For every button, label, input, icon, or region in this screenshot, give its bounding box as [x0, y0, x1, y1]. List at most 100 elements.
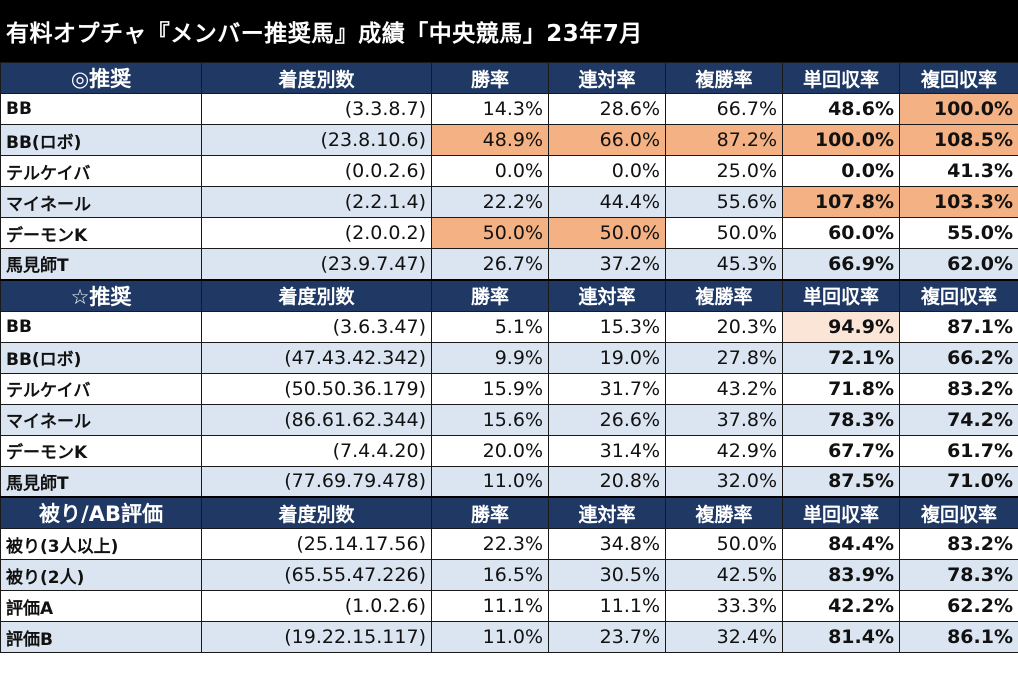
column-header: 着度別数: [201, 496, 432, 529]
table-cell-win-ret: 81.4%: [782, 621, 900, 653]
table-cell-win-ret: 60.0%: [782, 217, 900, 249]
table-cell-place: 50.0%: [665, 528, 783, 560]
table-cell-quin: 23.7%: [548, 621, 666, 653]
table-cell-win-ret: 72.1%: [782, 341, 900, 374]
table-cell-place: 27.8%: [665, 341, 783, 374]
column-header: 単回収率: [782, 278, 900, 312]
table-cell-place-ret: 41.3%: [899, 155, 1018, 187]
table-row: 被り(3人以上) (25.14.17.56) 22.3% 34.8% 50.0% 84.4…: [0, 528, 1018, 560]
section-header-row: ◎推奨 着度別数 勝率 連対率 複勝率 単回収率 複回収率: [0, 62, 1018, 94]
table-cell-place-ret: 83.2%: [899, 372, 1018, 405]
table-cell-win-ret: 66.9%: [782, 248, 900, 280]
table-cell-place-ret: 86.1%: [899, 621, 1018, 653]
column-header: 単回収率: [782, 62, 900, 94]
table-cell-place-ret: 87.1%: [899, 310, 1018, 343]
table-row: 被り(2人) (65.55.47.226) 16.5% 30.5% 42.5% 83.9%…: [0, 559, 1018, 591]
table-cell-quin: 15.3%: [548, 310, 666, 343]
table-cell-quin: 28.6%: [548, 93, 666, 125]
column-header: 着度別数: [201, 278, 432, 312]
table-cell-place-ret: 74.2%: [899, 403, 1018, 436]
row-label: 評価A: [0, 590, 202, 622]
column-header: 勝率: [431, 278, 549, 312]
table-cell-record: (77.69.79.478): [201, 465, 432, 498]
column-header: 複勝率: [665, 62, 783, 94]
table-cell-place-ret: 103.3%: [899, 186, 1018, 218]
table-cell-record: (3.6.3.47): [201, 310, 432, 343]
table-row: テルケイバ (50.50.36.179) 15.9% 31.7% 43.2% 71.8% 8…: [0, 372, 1018, 405]
section-label: ☆推奨: [0, 278, 202, 312]
table-cell-win: 48.9%: [431, 124, 549, 156]
row-label: デーモンK: [0, 217, 202, 249]
table-cell-quin: 31.4%: [548, 434, 666, 467]
table-cell-place-ret: 62.2%: [899, 590, 1018, 622]
table-cell-win-ret: 100.0%: [782, 124, 900, 156]
table-row: 馬見師T (77.69.79.478) 11.0% 20.8% 32.0% 87.5% 71…: [0, 465, 1018, 498]
table-cell-record: (3.3.8.7): [201, 93, 432, 125]
table-cell-place-ret: 55.0%: [899, 217, 1018, 249]
page-title: 有料オプチャ『メンバー推奨馬』成績「中央競馬」23年7月: [0, 0, 1018, 62]
table-cell-record: (23.8.10.6): [201, 124, 432, 156]
row-label: マイネール: [0, 186, 202, 218]
column-header: 連対率: [548, 62, 666, 94]
table-cell-place: 25.0%: [665, 155, 783, 187]
column-header: 連対率: [548, 278, 666, 312]
table-cell-win: 14.3%: [431, 93, 549, 125]
table-cell-win: 15.9%: [431, 372, 549, 405]
table-cell-win-ret: 78.3%: [782, 403, 900, 436]
table-row: テルケイバ (0.0.2.6) 0.0% 0.0% 25.0% 0.0% 41.3%: [0, 155, 1018, 187]
row-label: デーモンK: [0, 434, 202, 467]
table-row: デーモンK (7.4.4.20) 20.0% 31.4% 42.9% 67.7% 61.7%: [0, 434, 1018, 467]
column-header: 複回収率: [899, 278, 1018, 312]
table-cell-win: 11.0%: [431, 465, 549, 498]
table-cell-place-ret: 78.3%: [899, 559, 1018, 591]
table-cell-record: (47.43.42.342): [201, 341, 432, 374]
table-cell-place: 32.0%: [665, 465, 783, 498]
table-row: BB (3.6.3.47) 5.1% 15.3% 20.3% 94.9% 87.1%: [0, 310, 1018, 343]
table-cell-quin: 37.2%: [548, 248, 666, 280]
table-cell-win: 0.0%: [431, 155, 549, 187]
table-cell-win-ret: 42.2%: [782, 590, 900, 622]
table-cell-record: (7.4.4.20): [201, 434, 432, 467]
table-cell-quin: 30.5%: [548, 559, 666, 591]
table-cell-record: (2.2.1.4): [201, 186, 432, 218]
row-label: 馬見師T: [0, 248, 202, 280]
table-cell-place: 32.4%: [665, 621, 783, 653]
table-cell-win: 15.6%: [431, 403, 549, 436]
table-cell-quin: 20.8%: [548, 465, 666, 498]
table-cell-place-ret: 108.5%: [899, 124, 1018, 156]
table-cell-win-ret: 87.5%: [782, 465, 900, 498]
table-row: BB(ロボ) (47.43.42.342) 9.9% 19.0% 27.8% 72.1% 6…: [0, 341, 1018, 374]
column-header: 複勝率: [665, 496, 783, 529]
table-cell-win: 9.9%: [431, 341, 549, 374]
table-cell-place-ret: 71.0%: [899, 465, 1018, 498]
row-label: BB: [0, 310, 202, 343]
column-header: 複回収率: [899, 62, 1018, 94]
table-cell-quin: 26.6%: [548, 403, 666, 436]
table-cell-win: 20.0%: [431, 434, 549, 467]
table-cell-place: 45.3%: [665, 248, 783, 280]
table-cell-place: 87.2%: [665, 124, 783, 156]
table-cell-win: 22.3%: [431, 528, 549, 560]
table-cell-place: 50.0%: [665, 217, 783, 249]
table-row: デーモンK (2.0.0.2) 50.0% 50.0% 50.0% 60.0% 55.0%: [0, 217, 1018, 249]
table-cell-win: 5.1%: [431, 310, 549, 343]
table-cell-place: 43.2%: [665, 372, 783, 405]
row-label: 馬見師T: [0, 465, 202, 498]
results-table: ◎推奨 着度別数 勝率 連対率 複勝率 単回収率 複回収率 BB (3.3.8.7) 14.3% 2…: [0, 62, 1018, 653]
table-cell-place-ret: 83.2%: [899, 528, 1018, 560]
table-cell-quin: 44.4%: [548, 186, 666, 218]
section-label: 被り/AB評価: [0, 496, 202, 529]
table-row: 評価B (19.22.15.117) 11.0% 23.7% 32.4% 81.4% 86.…: [0, 621, 1018, 653]
table-cell-record: (25.14.17.56): [201, 528, 432, 560]
table-row: マイネール (86.61.62.344) 15.6% 26.6% 37.8% 78.3% 7…: [0, 403, 1018, 436]
table-cell-record: (1.0.2.6): [201, 590, 432, 622]
table-cell-record: (2.0.0.2): [201, 217, 432, 249]
column-header: 単回収率: [782, 496, 900, 529]
table-cell-win: 26.7%: [431, 248, 549, 280]
table-cell-quin: 34.8%: [548, 528, 666, 560]
table-cell-quin: 31.7%: [548, 372, 666, 405]
table-cell-win: 22.2%: [431, 186, 549, 218]
table-cell-win-ret: 83.9%: [782, 559, 900, 591]
row-label: BB(ロボ): [0, 341, 202, 374]
column-header: 複勝率: [665, 278, 783, 312]
